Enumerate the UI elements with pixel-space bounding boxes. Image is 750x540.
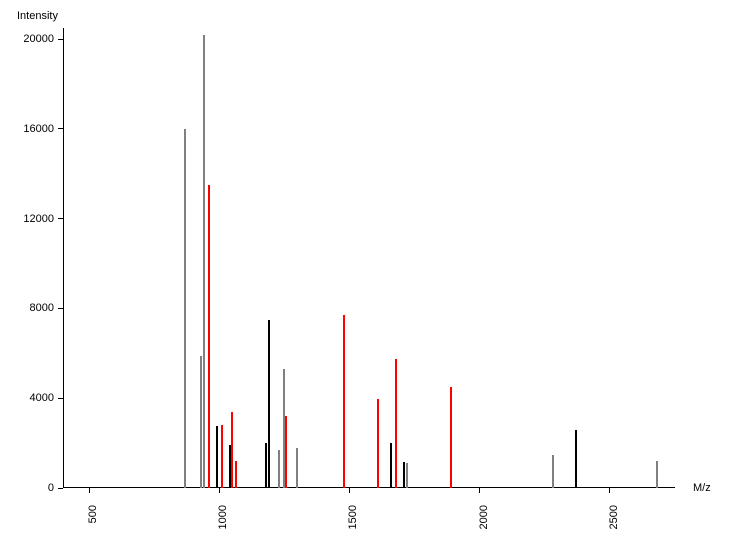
y-tick xyxy=(58,398,63,399)
spectrum-peak xyxy=(575,430,577,488)
spectrum-peak xyxy=(184,129,186,488)
x-tick xyxy=(219,488,220,493)
spectrum-peak xyxy=(235,461,237,488)
spectrum-peak xyxy=(285,416,287,488)
spectrum-peak xyxy=(278,450,280,488)
y-tick-label: 4000 xyxy=(14,392,54,404)
y-tick-label: 20000 xyxy=(14,33,54,45)
spectrum-peak xyxy=(268,320,270,488)
spectrum-peak xyxy=(377,399,379,488)
spectrum-peak xyxy=(450,387,452,488)
spectrum-peak xyxy=(231,412,233,488)
spectrum-peak xyxy=(343,315,345,488)
y-tick xyxy=(58,128,63,129)
y-tick-label: 12000 xyxy=(14,213,54,225)
y-axis-line xyxy=(63,28,64,488)
x-tick-label: 1500 xyxy=(347,505,359,529)
y-tick-label: 16000 xyxy=(14,123,54,135)
x-tick-label: 2500 xyxy=(608,505,620,529)
x-tick xyxy=(479,488,480,493)
spectrum-peak xyxy=(395,359,397,488)
x-tick xyxy=(609,488,610,493)
y-axis-title: Intensity xyxy=(17,10,58,22)
spectrum-peak xyxy=(390,443,392,488)
spectrum-peak xyxy=(656,461,658,488)
spectrum-peak xyxy=(406,463,408,488)
x-tick xyxy=(89,488,90,493)
x-axis-line xyxy=(63,487,675,488)
y-tick xyxy=(58,488,63,489)
spectrum-peak xyxy=(216,426,218,488)
x-tick-label: 2000 xyxy=(478,505,490,529)
y-tick-label: 8000 xyxy=(14,302,54,314)
spectrum-peak xyxy=(208,185,210,488)
y-tick-label: 0 xyxy=(14,482,54,494)
mass-spectrum-chart: Intensity M/z 04000800012000160002000050… xyxy=(0,0,750,540)
y-tick xyxy=(58,39,63,40)
x-axis-title: M/z xyxy=(693,482,711,494)
spectrum-peak xyxy=(552,455,554,488)
x-tick xyxy=(349,488,350,493)
plot-area: 0400080001200016000200005001000150020002… xyxy=(63,28,675,488)
y-tick xyxy=(58,308,63,309)
y-tick xyxy=(58,218,63,219)
x-tick-label: 1000 xyxy=(217,505,229,529)
x-tick-label: 500 xyxy=(87,505,99,523)
spectrum-peak xyxy=(203,35,205,488)
spectrum-peak xyxy=(221,425,223,488)
spectrum-peak xyxy=(296,448,298,488)
